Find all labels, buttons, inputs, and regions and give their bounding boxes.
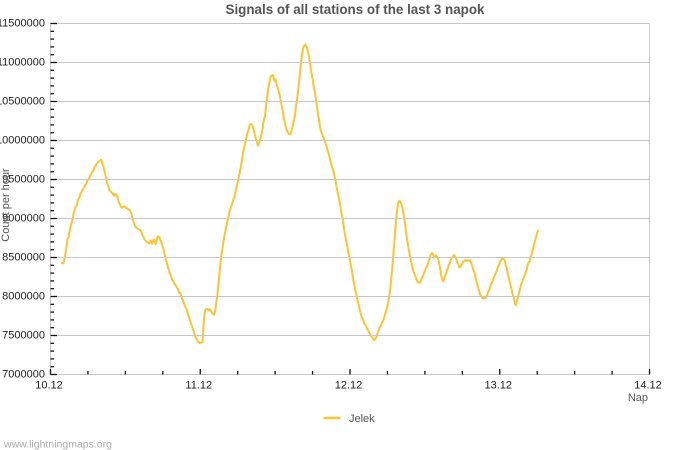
svg-text:Signals of all stations of the: Signals of all stations of the last 3 na… — [226, 2, 485, 17]
svg-text:10000000: 10000000 — [0, 134, 45, 146]
svg-text:10500000: 10500000 — [0, 95, 45, 107]
svg-text:7500000: 7500000 — [2, 329, 45, 341]
svg-text:Nap: Nap — [628, 392, 648, 404]
svg-text:11.12: 11.12 — [185, 380, 212, 392]
svg-text:14.12: 14.12 — [634, 380, 662, 392]
svg-text:Jelek: Jelek — [349, 413, 375, 425]
svg-text:11000000: 11000000 — [0, 56, 45, 68]
svg-text:7000000: 7000000 — [2, 368, 45, 380]
svg-text:12.12: 12.12 — [335, 380, 363, 392]
svg-text:8000000: 8000000 — [2, 290, 45, 302]
svg-text:8500000: 8500000 — [2, 251, 45, 263]
svg-text:Count per hour: Count per hour — [0, 168, 12, 242]
svg-text:10.12: 10.12 — [35, 380, 63, 392]
svg-text:www.lightningmaps.org: www.lightningmaps.org — [3, 438, 112, 450]
svg-text:13.12: 13.12 — [484, 380, 512, 392]
svg-text:11500000: 11500000 — [0, 17, 45, 29]
svg-text:9500000: 9500000 — [2, 173, 45, 185]
svg-text:9000000: 9000000 — [2, 212, 45, 224]
